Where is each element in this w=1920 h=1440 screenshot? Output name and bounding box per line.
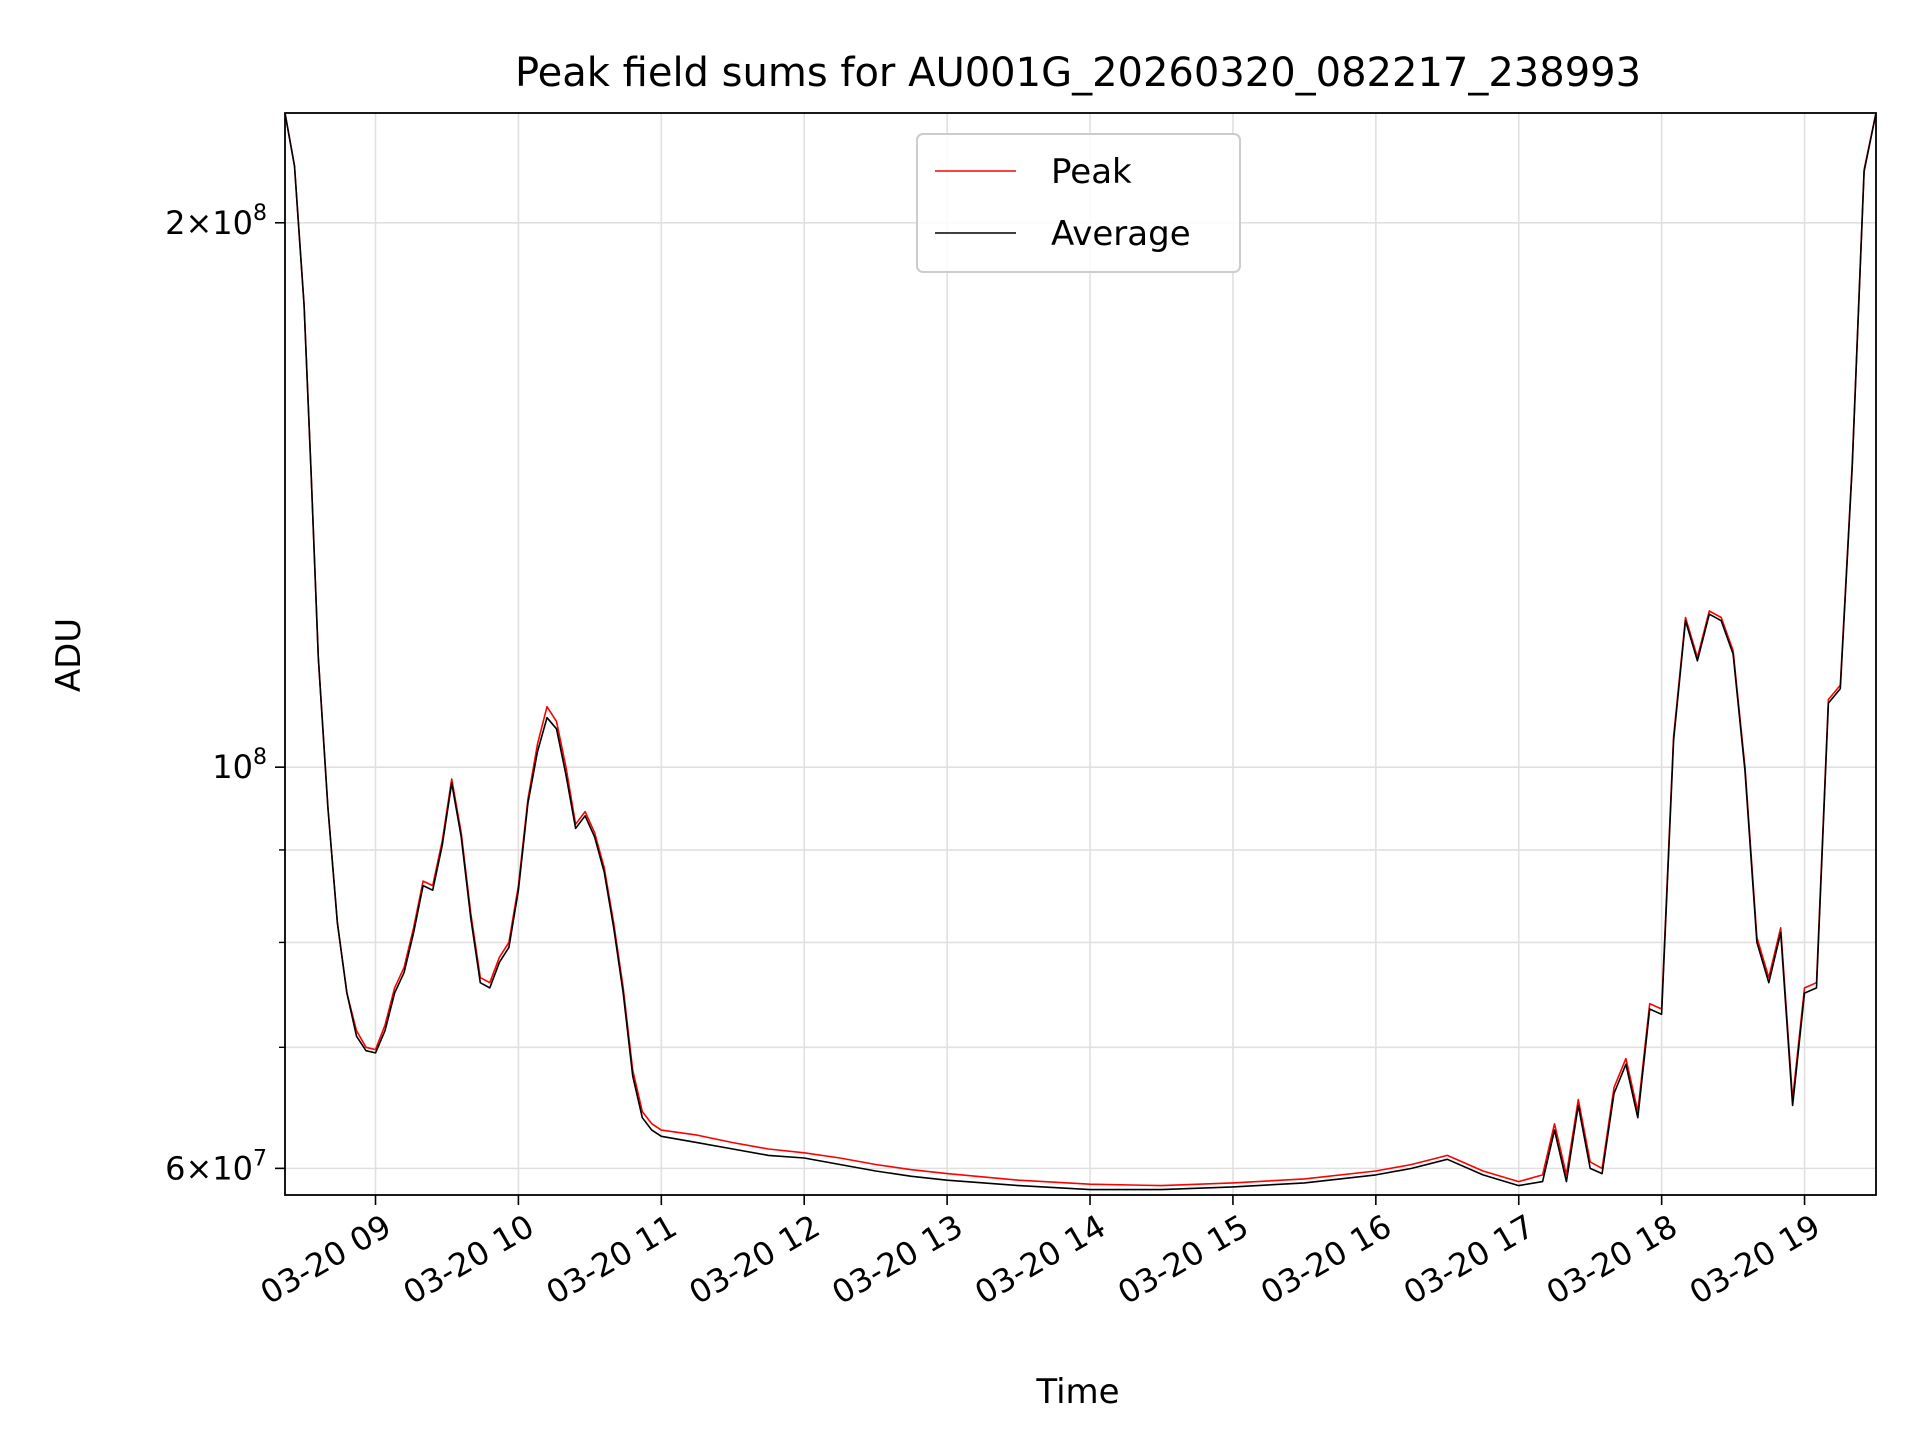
- y-tick-exponent: 8: [253, 745, 267, 770]
- y-tick-exponent: 7: [253, 1146, 267, 1171]
- y-tick-mantissa: 2×10: [165, 204, 253, 242]
- series-line-average: [284, 112, 1877, 1191]
- grid: [285, 113, 1876, 1195]
- legend-label-peak: Peak: [1051, 152, 1132, 192]
- series-layer: [284, 112, 1877, 1191]
- legend-box: [916, 133, 1241, 273]
- chart-title: Peak field sums for AU001G_20260320_0822…: [515, 50, 1641, 96]
- series-line-peak: [284, 112, 1877, 1187]
- plot-frame: [284, 112, 1877, 1196]
- x-axis-label: Time: [1035, 1372, 1119, 1412]
- y-tick-label: 108: [212, 745, 267, 786]
- legend: Peak Average: [916, 133, 1241, 273]
- y-tick-label: 6×107: [165, 1146, 267, 1187]
- y-tick-mantissa: 10: [212, 748, 253, 786]
- legend-label-average: Average: [1051, 214, 1191, 254]
- y-axis-label: ADU: [49, 618, 89, 692]
- y-tick-mantissa: 6×10: [165, 1149, 253, 1187]
- y-tick-exponent: 8: [253, 201, 267, 226]
- y-tick-label: 2×108: [165, 201, 267, 242]
